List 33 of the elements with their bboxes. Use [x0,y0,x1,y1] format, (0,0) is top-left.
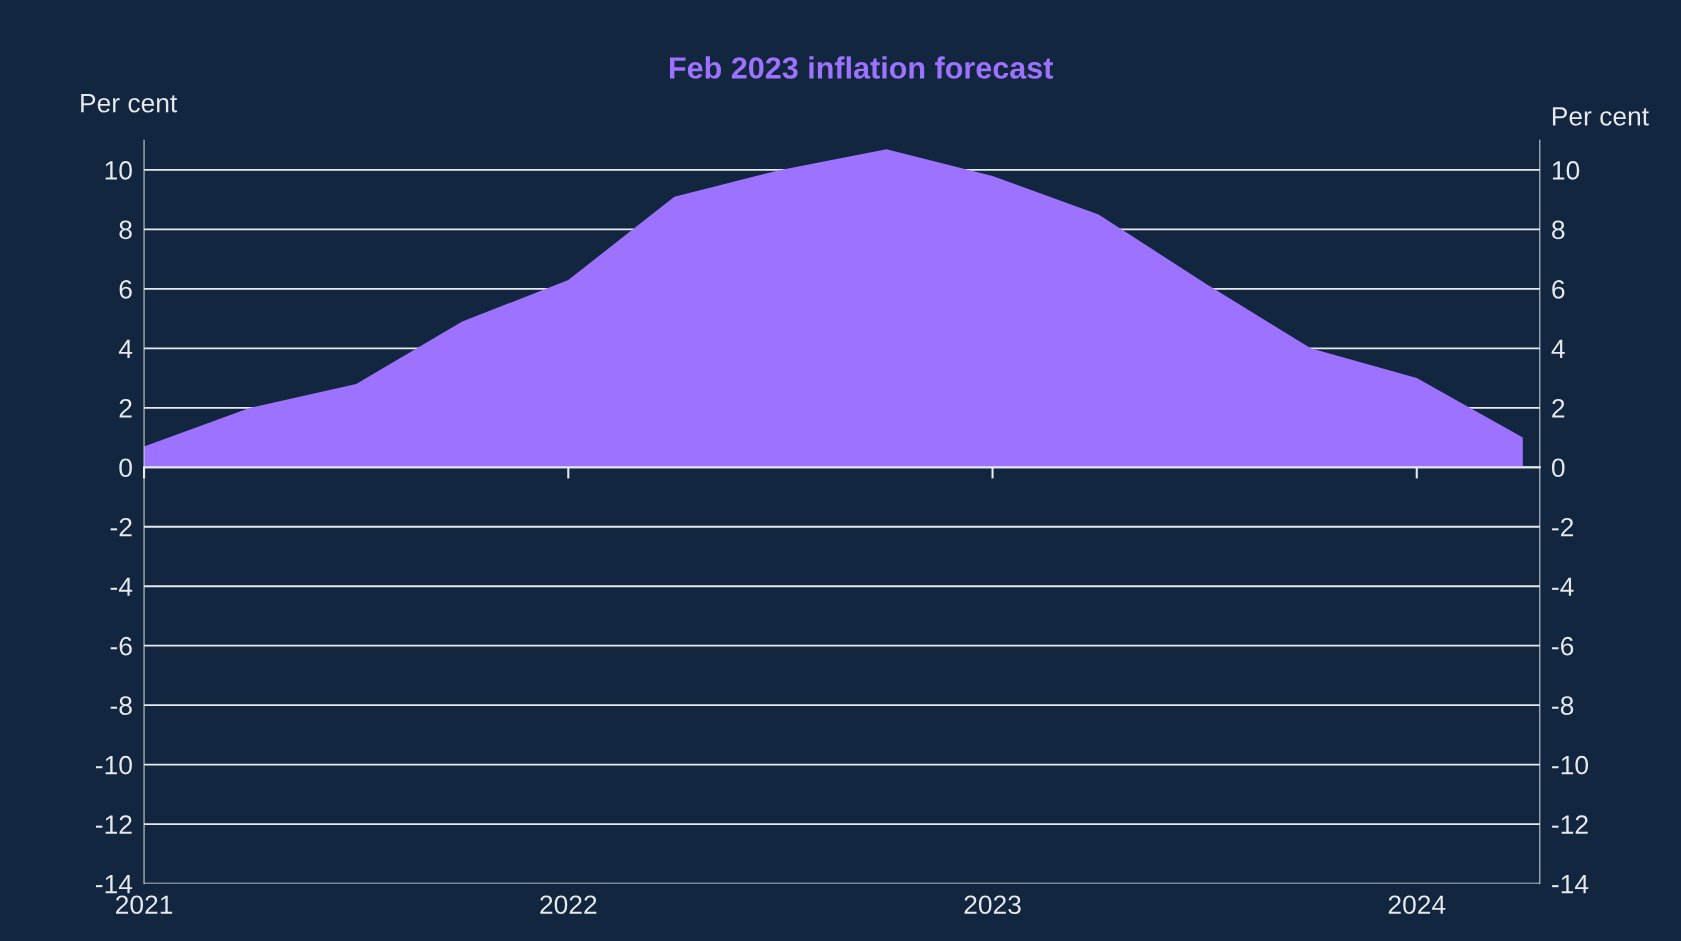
y-tick-label: -6 [110,636,132,656]
y2-tick-label: -8 [1552,696,1574,716]
x-tick-label: 2022 [540,895,597,915]
y-tick-label: 8 [119,220,132,240]
y-axis-title: Per cent [81,94,178,113]
y-tick-label: -8 [110,696,132,716]
y-tick-label: -12 [95,815,132,834]
y-tick-label: -4 [110,577,133,596]
y2-axis-title: Per cent [1552,107,1649,126]
y-tick-label: 10 [105,161,132,180]
y2-tick-label: 0 [1551,458,1565,478]
y-tick-label: 6 [119,280,132,299]
y2-tick-label: 8 [1552,220,1565,240]
y2-tick-label: 6 [1552,280,1565,299]
y2-tick-label: -2 [1552,517,1574,537]
y2-tick-label: 10 [1552,161,1580,180]
y-tick-label: 0 [119,458,132,478]
x-tick-label: 2021 [116,895,173,915]
y2-tick-label: -6 [1552,636,1574,656]
y2-tick-label: -12 [1552,815,1588,834]
y-tick-label: -14 [95,875,133,894]
y2-tick-label: -10 [1552,755,1589,775]
chart-title: Feb 2023 inflation forecast [670,56,1054,79]
y-tick-label: 4 [118,339,133,358]
y2-tick-label: -14 [1552,875,1589,894]
x-tick-label: 2023 [964,895,1021,915]
y-tick-label: -2 [110,517,132,537]
y-tick-label: -10 [95,755,132,775]
y2-tick-label: 2 [1552,398,1565,418]
y-tick-label: 2 [119,398,132,418]
x-tick-label: 2024 [1388,895,1446,915]
y2-tick-label: 4 [1551,339,1565,358]
y2-tick-label: -4 [1552,577,1574,596]
